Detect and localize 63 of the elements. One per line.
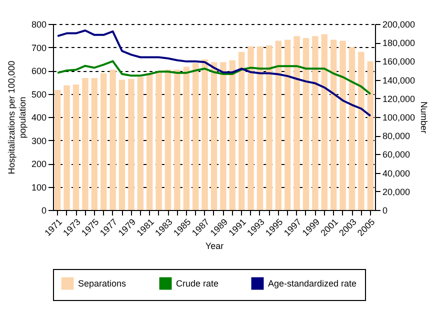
bar — [64, 85, 70, 210]
bar — [367, 61, 374, 210]
bar — [248, 46, 254, 210]
legend-label: Crude rate — [176, 278, 219, 289]
bar — [91, 78, 98, 210]
bar — [164, 70, 172, 210]
bar — [82, 78, 88, 210]
bar — [146, 73, 153, 210]
y-tick-label: 0 — [41, 206, 46, 216]
bar — [256, 46, 264, 210]
bar — [275, 40, 282, 210]
bar — [192, 63, 199, 210]
bar — [183, 66, 190, 210]
y2-tick-label: 180,000 — [382, 38, 416, 48]
bar — [284, 40, 291, 210]
y-tick-label: 200 — [31, 159, 46, 169]
y-tick-label: 800 — [31, 20, 46, 30]
bar — [118, 80, 126, 210]
y-tick-label: 400 — [31, 112, 46, 122]
y-axis-title: Hospitalizations per 100,000 population — [6, 60, 28, 174]
y2-tick-label: 20,000 — [382, 186, 410, 197]
bar — [72, 84, 80, 210]
bar — [54, 90, 61, 210]
bar — [358, 52, 364, 210]
legend-label: Age-standardized rate — [268, 278, 357, 289]
bar — [312, 36, 318, 210]
bar — [238, 52, 245, 210]
bar — [210, 62, 218, 210]
y-tick-label: 300 — [31, 136, 46, 146]
y-tick-label: 100 — [31, 182, 46, 192]
bar — [100, 73, 107, 210]
bar — [348, 47, 356, 210]
bar — [266, 45, 272, 210]
bar — [229, 60, 236, 210]
bar — [340, 40, 346, 210]
y-tick-label: 500 — [31, 89, 46, 100]
bar — [294, 36, 300, 210]
y2-tick-label: 200,000 — [382, 20, 416, 30]
y2-tick-label: 60,000 — [382, 150, 410, 160]
y2-tick-label: 120,000 — [382, 94, 416, 104]
bar — [302, 38, 310, 210]
y-tick-label: 700 — [31, 42, 46, 53]
y-tick-label: 600 — [31, 66, 46, 76]
line-series — [56, 60, 372, 95]
y2-tick-label: 40,000 — [382, 168, 410, 178]
line-series — [56, 30, 372, 117]
bar — [137, 77, 144, 210]
y2-tick-label: 0 — [382, 206, 388, 216]
y2-tick-label: 80,000 — [382, 131, 410, 142]
y2-tick-label: 160,000 — [382, 56, 416, 67]
bar — [128, 78, 134, 210]
y2-tick-label: 140,000 — [382, 75, 416, 86]
legend-label: Separations — [78, 278, 127, 289]
y2-axis-title: Number — [419, 101, 430, 134]
bar — [202, 59, 208, 210]
bar — [156, 71, 162, 210]
bar — [330, 40, 337, 210]
bar — [110, 70, 116, 210]
y2-tick-label: 100,000 — [382, 112, 416, 122]
bar — [321, 34, 328, 210]
bar — [174, 70, 180, 210]
x-axis-title: Year — [205, 241, 224, 252]
bar — [220, 62, 226, 210]
